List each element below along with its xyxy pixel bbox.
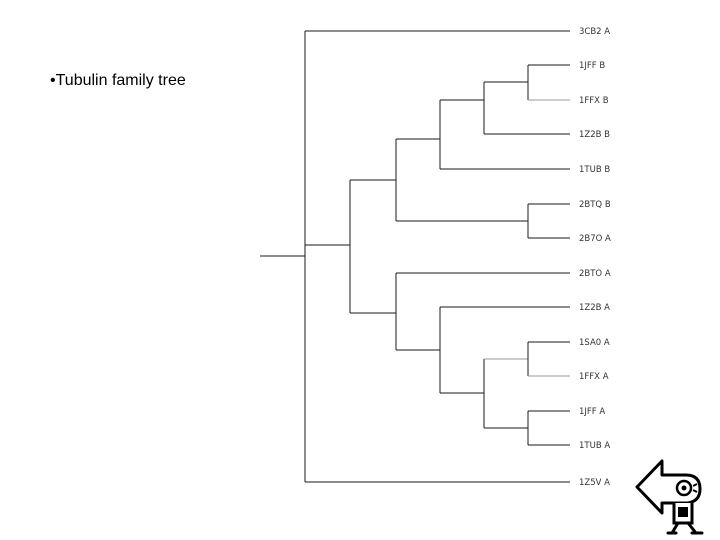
leaf-label: 1SA0 A xyxy=(579,338,610,348)
bullet-marker: • xyxy=(50,72,56,89)
leaf-label: 2B7O A xyxy=(579,234,611,244)
tree-leaf-labels: 3CB2 A 1JFF B 1FFX B 1Z2B B 1TUB B 2BTQ … xyxy=(579,27,611,488)
leaf-label: 1JFF A xyxy=(579,407,605,417)
leaf-label: 1TUB A xyxy=(579,441,610,451)
back-arrow-icon[interactable] xyxy=(634,455,714,535)
leaf-label: 1TUB B xyxy=(579,165,610,175)
bullet-item: •Tubulin family tree xyxy=(50,72,186,90)
leaf-label: 1JFF B xyxy=(579,61,605,71)
leaf-label: 3CB2 A xyxy=(579,27,610,37)
leaf-label: 2BTO A xyxy=(579,269,611,279)
leaf-label: 2BTQ B xyxy=(579,200,611,210)
leaf-label: 1Z2B B xyxy=(579,130,610,140)
leaf-label: 1Z2B A xyxy=(579,303,610,313)
leaf-label: 1FFX B xyxy=(579,96,609,106)
leaf-label: 1FFX A xyxy=(579,372,609,382)
leaf-label: 1Z5V A xyxy=(579,478,610,488)
bullet-text: Tubulin family tree xyxy=(55,72,186,89)
